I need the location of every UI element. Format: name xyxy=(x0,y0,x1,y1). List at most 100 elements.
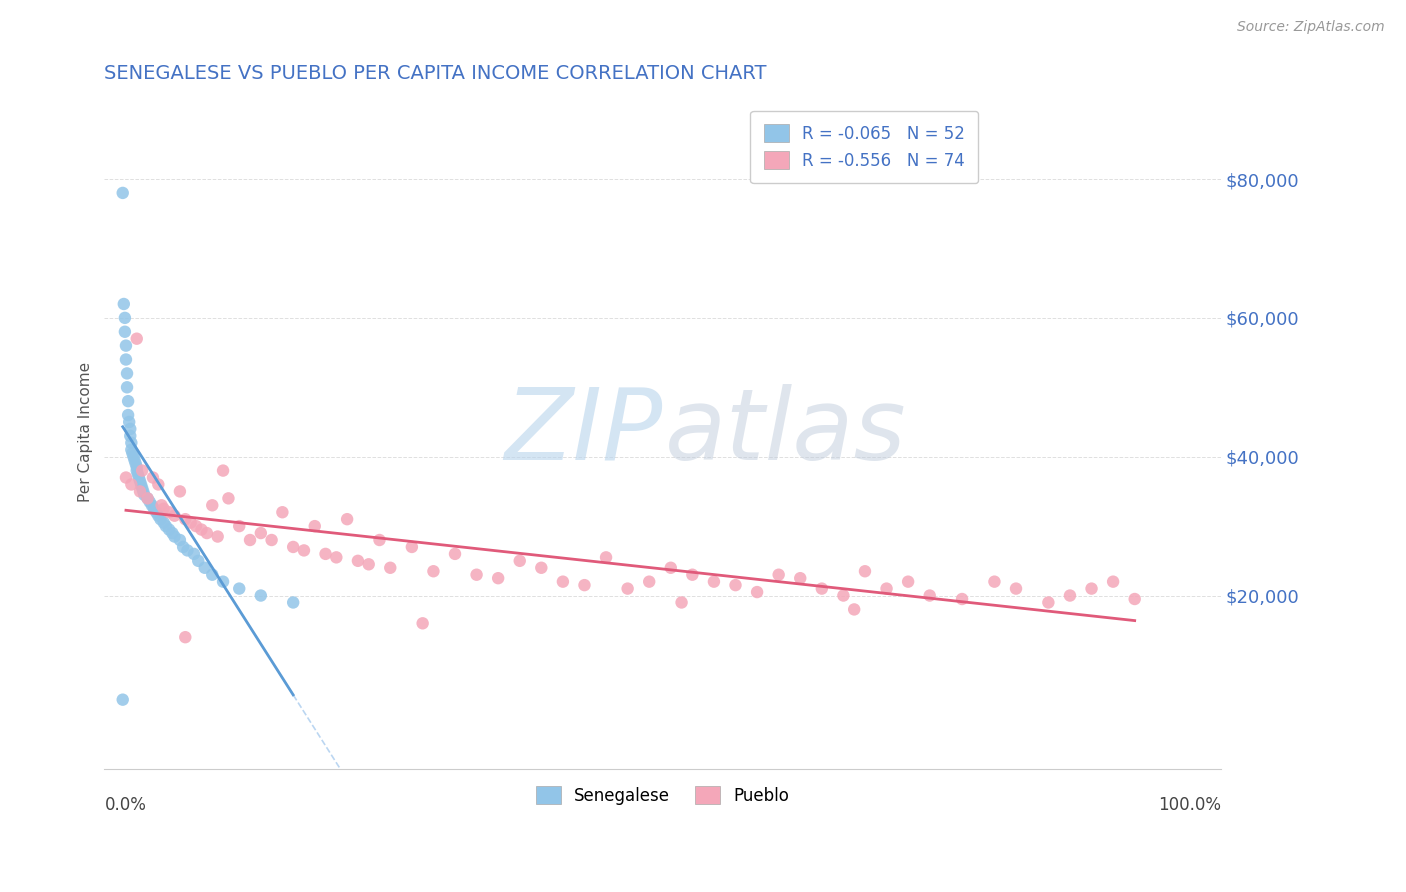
Point xyxy=(283,595,305,609)
Point xyxy=(117,394,139,409)
Point xyxy=(136,491,159,506)
Point xyxy=(681,567,703,582)
Point xyxy=(551,574,574,589)
Point xyxy=(789,571,811,585)
Point xyxy=(112,297,135,311)
Point xyxy=(1080,582,1102,596)
Point xyxy=(201,498,224,512)
Point xyxy=(127,467,149,481)
Point xyxy=(176,543,198,558)
Point xyxy=(368,533,391,547)
Point xyxy=(114,310,136,325)
Point xyxy=(117,408,139,422)
Point xyxy=(250,589,273,603)
Point xyxy=(217,491,239,506)
Point xyxy=(152,501,174,516)
Point xyxy=(486,571,509,585)
Point xyxy=(745,585,768,599)
Point xyxy=(129,484,152,499)
Point xyxy=(876,582,898,596)
Point xyxy=(271,505,294,519)
Point xyxy=(304,519,326,533)
Point xyxy=(897,574,920,589)
Point xyxy=(115,352,138,367)
Point xyxy=(325,550,347,565)
Point xyxy=(114,325,136,339)
Point xyxy=(283,540,305,554)
Point xyxy=(142,470,165,484)
Point xyxy=(616,582,638,596)
Point xyxy=(163,508,186,523)
Point xyxy=(121,446,143,460)
Point xyxy=(138,495,160,509)
Point xyxy=(157,523,180,537)
Point xyxy=(659,561,682,575)
Point xyxy=(194,561,217,575)
Point xyxy=(172,540,194,554)
Point xyxy=(143,501,166,516)
Point xyxy=(152,516,174,530)
Point xyxy=(292,543,315,558)
Point xyxy=(157,505,180,519)
Point xyxy=(131,481,153,495)
Point xyxy=(115,470,138,484)
Point xyxy=(124,453,146,467)
Point xyxy=(115,380,138,394)
Text: atlas: atlas xyxy=(665,384,907,481)
Point xyxy=(169,484,191,499)
Point xyxy=(1038,595,1060,609)
Point xyxy=(118,415,141,429)
Point xyxy=(638,574,661,589)
Point xyxy=(128,470,150,484)
Point xyxy=(336,512,359,526)
Point xyxy=(250,526,273,541)
Point xyxy=(444,547,467,561)
Point xyxy=(134,488,156,502)
Point xyxy=(315,547,337,561)
Point xyxy=(129,477,152,491)
Point xyxy=(132,484,155,499)
Point xyxy=(120,435,142,450)
Point xyxy=(380,561,402,575)
Point xyxy=(115,338,138,352)
Point xyxy=(212,464,235,478)
Point xyxy=(195,526,218,541)
Point xyxy=(124,457,146,471)
Point xyxy=(509,554,531,568)
Point xyxy=(155,519,177,533)
Y-axis label: Per Capita Income: Per Capita Income xyxy=(79,362,93,502)
Point xyxy=(120,422,142,436)
Point xyxy=(184,519,207,533)
Text: 100.0%: 100.0% xyxy=(1159,796,1220,814)
Point xyxy=(228,519,250,533)
Point xyxy=(141,498,163,512)
Point xyxy=(169,533,191,547)
Point xyxy=(724,578,747,592)
Point xyxy=(163,529,186,543)
Point xyxy=(180,516,202,530)
Point xyxy=(671,595,693,609)
Point xyxy=(162,526,184,541)
Point xyxy=(145,505,167,519)
Point xyxy=(950,592,973,607)
Point xyxy=(768,567,790,582)
Point xyxy=(125,332,148,346)
Point xyxy=(122,450,145,464)
Point xyxy=(1102,574,1125,589)
Text: 0.0%: 0.0% xyxy=(104,796,146,814)
Point xyxy=(260,533,283,547)
Point xyxy=(120,477,142,491)
Point xyxy=(120,429,142,443)
Point xyxy=(832,589,855,603)
Point xyxy=(228,582,250,596)
Point xyxy=(150,498,173,512)
Point xyxy=(207,529,229,543)
Point xyxy=(401,540,423,554)
Text: SENEGALESE VS PUEBLO PER CAPITA INCOME CORRELATION CHART: SENEGALESE VS PUEBLO PER CAPITA INCOME C… xyxy=(104,64,766,83)
Point xyxy=(125,464,148,478)
Point xyxy=(347,554,370,568)
Point xyxy=(844,602,866,616)
Point xyxy=(149,512,172,526)
Point xyxy=(465,567,488,582)
Point xyxy=(148,477,170,491)
